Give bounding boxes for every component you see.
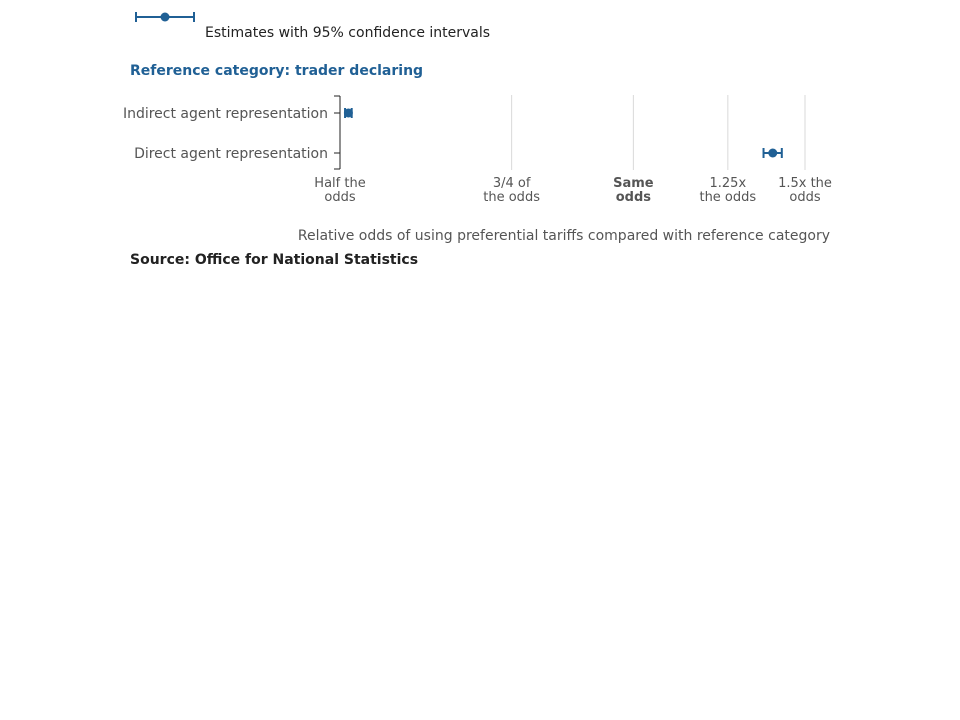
category-label: Indirect agent representation [123,106,328,122]
x-tick-label: 3/4 of the odds [483,176,540,205]
x-axis-title: Relative odds of using preferential tari… [298,228,830,244]
x-tick-label: Same odds [613,176,654,205]
y-axis [334,95,341,170]
estimate-marker [343,108,353,118]
x-tick-label: 1.25x the odds [699,176,756,205]
estimate-point [762,148,783,158]
legend-label: Estimates with 95% confidence intervals [205,25,490,41]
reference-category-title: Reference category: trader declaring [130,63,423,79]
category-labels: Indirect agent representation Direct agen… [123,106,340,162]
category-label: Direct agent representation [134,146,328,162]
estimate-point [343,108,353,118]
estimate-marker [768,148,778,158]
estimates [343,108,783,158]
legend: Estimates with 95% confidence intervals [135,12,490,41]
gridlines [511,95,806,170]
x-tick-label: Half the odds [314,176,365,205]
legend-marker [135,12,195,22]
x-tick-label: 1.5x the odds [778,176,832,205]
source-note: Source: Office for National Statistics [130,252,418,268]
x-tick-labels: Half the odds 3/4 of the odds Same odds 1.25x t… [314,176,832,205]
